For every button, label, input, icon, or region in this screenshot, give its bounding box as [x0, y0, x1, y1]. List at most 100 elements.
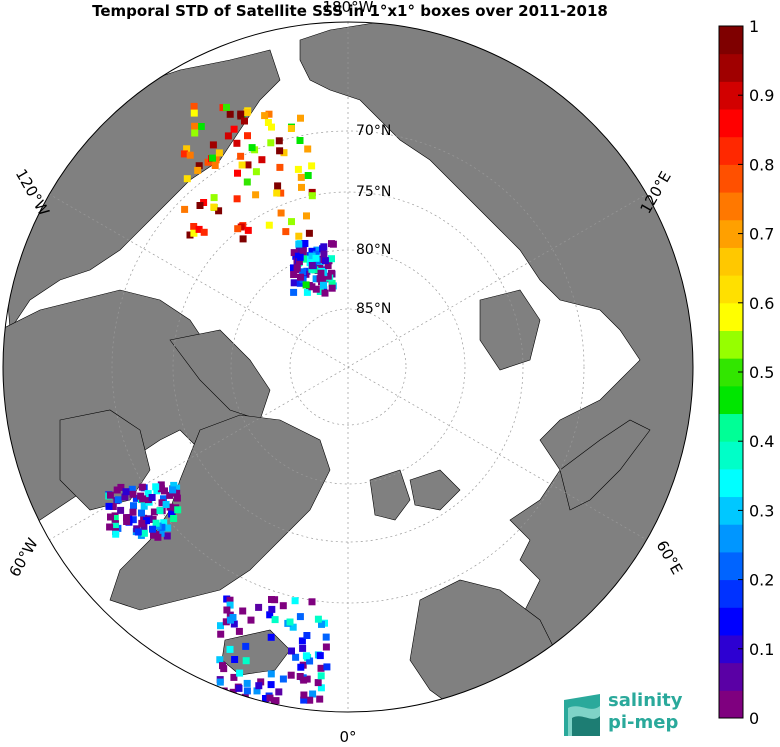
graticule	[48, 22, 648, 712]
sss-std-cell	[296, 253, 304, 261]
sss-std-cell	[314, 615, 322, 623]
sss-std-cell	[190, 109, 198, 117]
sss-std-cell	[299, 268, 307, 276]
sss-std-cell	[117, 483, 125, 491]
sss-std-cell	[162, 501, 170, 508]
sss-std-cell	[243, 679, 251, 687]
sss-std-cell	[316, 695, 324, 703]
sss-std-cell	[316, 288, 324, 295]
sss-std-cells	[105, 102, 337, 706]
sss-std-cell	[308, 192, 316, 200]
sss-std-cell	[234, 225, 242, 233]
sss-std-cell	[129, 508, 137, 516]
sss-std-cell	[320, 281, 327, 289]
sss-std-cell	[287, 125, 295, 132]
latitude-label: 85°N	[356, 301, 391, 317]
sss-std-cell	[129, 490, 137, 498]
sss-std-cell	[150, 508, 158, 516]
sss-std-cell	[277, 209, 285, 217]
sss-std-cell	[261, 112, 269, 120]
sss-std-cell	[169, 486, 177, 494]
sss-std-cell	[317, 269, 325, 277]
sss-std-cell	[113, 486, 121, 494]
sss-std-cell	[290, 271, 298, 278]
colorbar-swatch	[719, 413, 743, 442]
sss-std-cell	[180, 150, 188, 158]
sss-std-cell	[303, 212, 310, 220]
sss-std-cell	[210, 203, 218, 211]
sss-std-cell	[204, 158, 212, 166]
sss-std-cell	[308, 262, 316, 269]
sss-std-cell	[303, 632, 311, 639]
sss-std-cell	[137, 492, 145, 500]
sss-std-cell	[236, 669, 244, 677]
colorbar-swatch	[719, 579, 743, 608]
sss-std-cell	[242, 657, 250, 665]
sss-std-cell	[237, 152, 245, 160]
sss-std-cell	[258, 156, 266, 164]
sss-std-cell	[295, 240, 303, 248]
sss-std-cell	[252, 168, 260, 176]
sss-std-cell	[211, 162, 219, 169]
sss-std-cell	[304, 145, 312, 153]
colorbar-tick-label: 0.1	[749, 640, 774, 659]
sss-std-cell	[308, 598, 316, 606]
land-ellesmere	[169, 329, 271, 421]
sss-std-cell	[288, 647, 295, 655]
sss-std-cell	[111, 515, 119, 522]
sss-std-cell	[316, 652, 324, 660]
sss-std-cell	[312, 275, 320, 283]
sss-std-cell	[226, 110, 234, 118]
sss-std-cell	[210, 194, 218, 202]
sss-std-cell	[262, 695, 269, 702]
sss-std-cell	[183, 145, 191, 153]
sss-std-cell	[273, 189, 281, 197]
sss-std-cell	[303, 288, 311, 296]
sss-std-cell	[265, 221, 273, 229]
sss-std-cell	[239, 607, 247, 615]
sss-std-cell	[286, 618, 294, 626]
sss-std-cell	[158, 523, 166, 531]
colorbar-tick-label: 0.3	[749, 501, 774, 520]
colorbar-tick-label: 1	[749, 17, 759, 36]
sss-std-cell	[312, 285, 320, 293]
colorbar-swatch	[719, 662, 743, 691]
sss-std-cell	[320, 243, 328, 251]
sss-std-cell	[129, 516, 137, 524]
sss-std-cell	[215, 149, 223, 157]
sss-std-cell	[304, 172, 312, 179]
sss-std-cell	[243, 178, 251, 186]
sss-std-cell	[298, 183, 305, 191]
logo-text-salinity: salinity	[608, 690, 683, 711]
sss-std-cell	[308, 247, 316, 255]
sss-std-cell	[266, 694, 274, 702]
longitude-label: 0°	[339, 728, 356, 746]
sss-std-cell	[320, 250, 328, 258]
colorbar: 0 0.1 0.2 0.3 0.4 0.5 0.6 0.7 0.8 0.9 1	[718, 17, 774, 728]
sss-std-cell	[244, 161, 252, 169]
sss-std-cell	[292, 653, 300, 661]
longitude-label: 180°W	[323, 0, 374, 16]
sss-std-cell	[217, 622, 224, 630]
colorbar-tick-label: 0.5	[749, 363, 774, 382]
sss-std-cell	[274, 182, 282, 190]
sss-std-cell	[243, 687, 251, 695]
colorbar-swatch	[719, 441, 743, 470]
sss-std-cell	[301, 240, 309, 247]
sss-std-cell	[293, 264, 301, 272]
sss-std-cell	[191, 129, 199, 137]
sss-std-cell	[302, 281, 310, 289]
sss-std-cell	[321, 274, 329, 282]
sss-std-cell	[235, 627, 243, 635]
sss-std-cell	[123, 518, 131, 525]
sss-std-cell	[174, 506, 182, 514]
sss-std-cell	[168, 510, 176, 518]
sss-std-cell	[195, 162, 203, 170]
sss-std-cell	[150, 531, 157, 539]
sss-std-cell	[181, 205, 189, 213]
colorbar-swatch	[719, 551, 743, 581]
sss-std-cell	[242, 642, 250, 650]
parallel-85	[289, 308, 407, 426]
sss-std-cell	[280, 149, 288, 157]
sss-std-cell	[160, 495, 167, 503]
